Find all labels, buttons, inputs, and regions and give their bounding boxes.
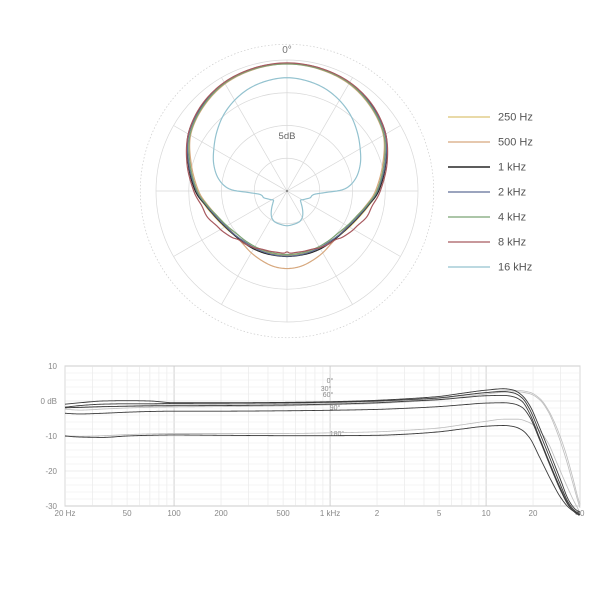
svg-text:0 dB: 0 dB xyxy=(41,397,57,406)
svg-text:50: 50 xyxy=(123,509,132,518)
svg-text:100: 100 xyxy=(167,509,181,518)
svg-text:10: 10 xyxy=(482,509,491,518)
svg-text:1 kHz: 1 kHz xyxy=(320,509,340,518)
svg-text:-20: -20 xyxy=(45,467,57,476)
svg-text:16 kHz: 16 kHz xyxy=(498,262,532,274)
svg-text:20 Hz: 20 Hz xyxy=(55,509,76,518)
svg-text:10: 10 xyxy=(48,362,57,371)
svg-text:20: 20 xyxy=(529,509,538,518)
svg-text:500: 500 xyxy=(276,509,290,518)
svg-text:8 kHz: 8 kHz xyxy=(498,237,526,249)
svg-text:180°: 180° xyxy=(330,430,345,438)
svg-text:1 kHz: 1 kHz xyxy=(498,162,526,174)
svg-text:2 kHz: 2 kHz xyxy=(498,187,526,199)
svg-text:-30: -30 xyxy=(45,502,57,511)
svg-text:0°: 0° xyxy=(327,377,334,385)
svg-text:2: 2 xyxy=(375,509,380,518)
svg-text:250 Hz: 250 Hz xyxy=(498,112,533,124)
svg-text:4 kHz: 4 kHz xyxy=(498,212,526,224)
svg-text:200: 200 xyxy=(214,509,228,518)
svg-text:0°: 0° xyxy=(282,45,292,56)
svg-text:-10: -10 xyxy=(45,432,57,441)
svg-text:5dB: 5dB xyxy=(279,131,296,142)
svg-text:500 Hz: 500 Hz xyxy=(498,137,533,149)
svg-text:5: 5 xyxy=(437,509,442,518)
svg-text:60°: 60° xyxy=(323,391,334,399)
